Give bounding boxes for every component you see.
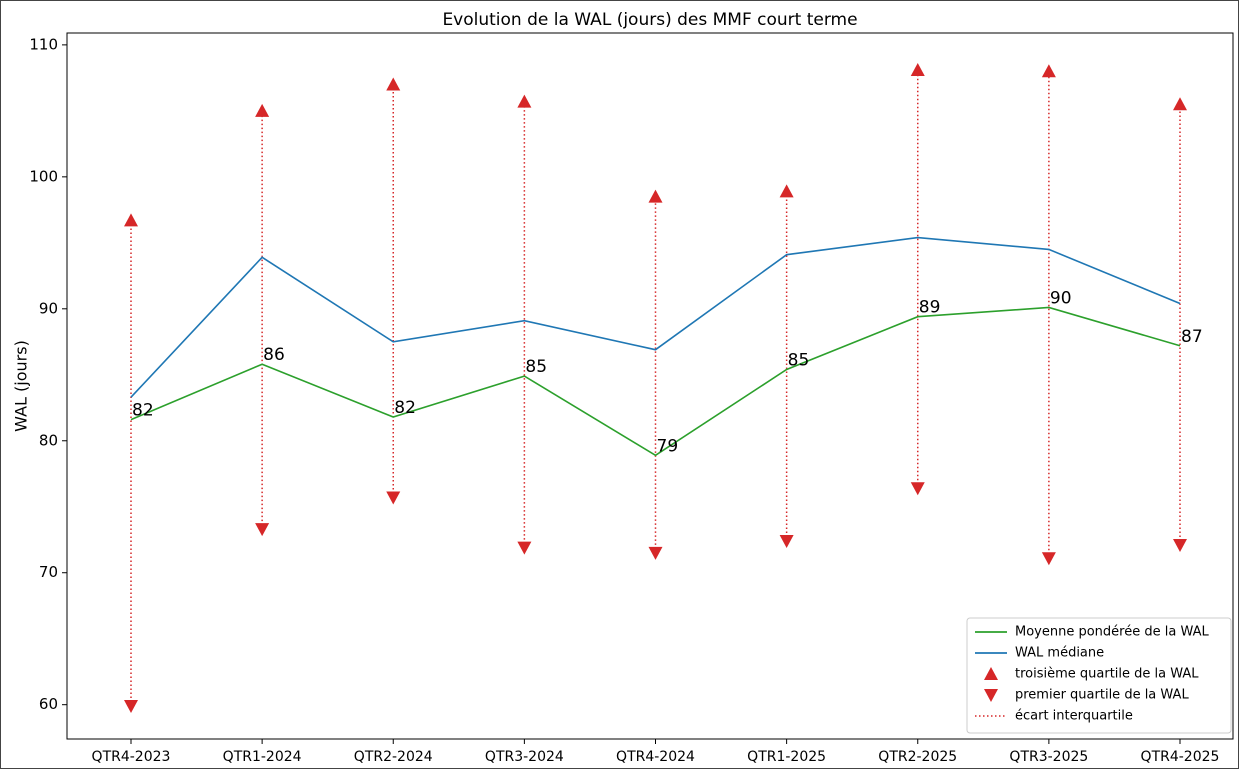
value-label: 82 bbox=[394, 398, 416, 418]
quartile-marker bbox=[124, 700, 138, 714]
quartile-marker bbox=[1041, 552, 1056, 566]
legend-label: premier quartile de la WAL bbox=[1015, 688, 1189, 703]
quartile-marker bbox=[386, 77, 401, 91]
y-tick-label: 70 bbox=[39, 563, 58, 581]
quartile-marker bbox=[1173, 539, 1187, 553]
y-tick-label: 110 bbox=[29, 35, 58, 53]
quartile-marker bbox=[255, 103, 270, 117]
value-label: 82 bbox=[132, 401, 154, 421]
legend-marker bbox=[984, 689, 998, 702]
x-tick-label: QTR2-2025 bbox=[878, 749, 957, 765]
series-line bbox=[130, 236, 1181, 398]
value-label: 87 bbox=[1181, 327, 1203, 347]
legend-label: écart interquartile bbox=[1015, 709, 1133, 724]
value-label: 85 bbox=[525, 357, 547, 377]
value-label: 90 bbox=[1050, 288, 1072, 308]
quartile-marker bbox=[910, 62, 925, 76]
x-tick-label: QTR1-2025 bbox=[747, 749, 826, 765]
y-axis-label: WAL (jours) bbox=[12, 340, 31, 432]
quartile-marker bbox=[386, 491, 401, 505]
quartile-marker bbox=[517, 541, 532, 555]
quartile-marker bbox=[648, 546, 663, 560]
chart-title: Evolution de la WAL (jours) des MMF cour… bbox=[442, 10, 857, 30]
value-label: 89 bbox=[919, 298, 941, 318]
quartile-marker bbox=[255, 523, 270, 537]
x-tick-label: QTR4-2025 bbox=[1141, 749, 1220, 765]
plot-frame bbox=[66, 32, 1234, 740]
x-tick-label: QTR2-2024 bbox=[354, 749, 433, 765]
y-tick-label: 80 bbox=[39, 431, 58, 449]
legend-label: WAL médiane bbox=[1015, 646, 1104, 661]
quartile-marker bbox=[779, 535, 794, 549]
quartile-marker bbox=[779, 184, 794, 198]
value-label: 85 bbox=[788, 351, 810, 371]
quartile-marker bbox=[517, 94, 532, 108]
x-tick-label: QTR4-2024 bbox=[616, 749, 695, 765]
x-tick-label: QTR4-2023 bbox=[92, 749, 171, 765]
legend: Moyenne pondérée de la WAL WAL médiane tro… bbox=[966, 617, 1232, 734]
quartile-marker bbox=[1173, 97, 1187, 111]
series-line bbox=[130, 306, 1181, 457]
value-label: 79 bbox=[657, 436, 679, 456]
y-tick-label: 90 bbox=[39, 299, 58, 317]
legend-marker bbox=[984, 667, 998, 680]
legend-box bbox=[966, 617, 1232, 734]
legend-label: troisième quartile de la WAL bbox=[1015, 667, 1199, 682]
legend-label: Moyenne pondérée de la WAL bbox=[1015, 625, 1209, 640]
x-tick-label: QTR3-2025 bbox=[1009, 749, 1088, 765]
y-tick-label: 100 bbox=[29, 167, 58, 185]
quartile-marker bbox=[648, 189, 663, 203]
value-label: 86 bbox=[263, 345, 285, 365]
x-tick-label: QTR1-2024 bbox=[223, 749, 302, 765]
y-tick-label: 60 bbox=[39, 695, 58, 713]
quartile-marker bbox=[1041, 64, 1056, 78]
quartile-marker bbox=[124, 213, 138, 227]
quartile-marker bbox=[910, 482, 925, 496]
x-tick-label: QTR3-2024 bbox=[485, 749, 564, 765]
